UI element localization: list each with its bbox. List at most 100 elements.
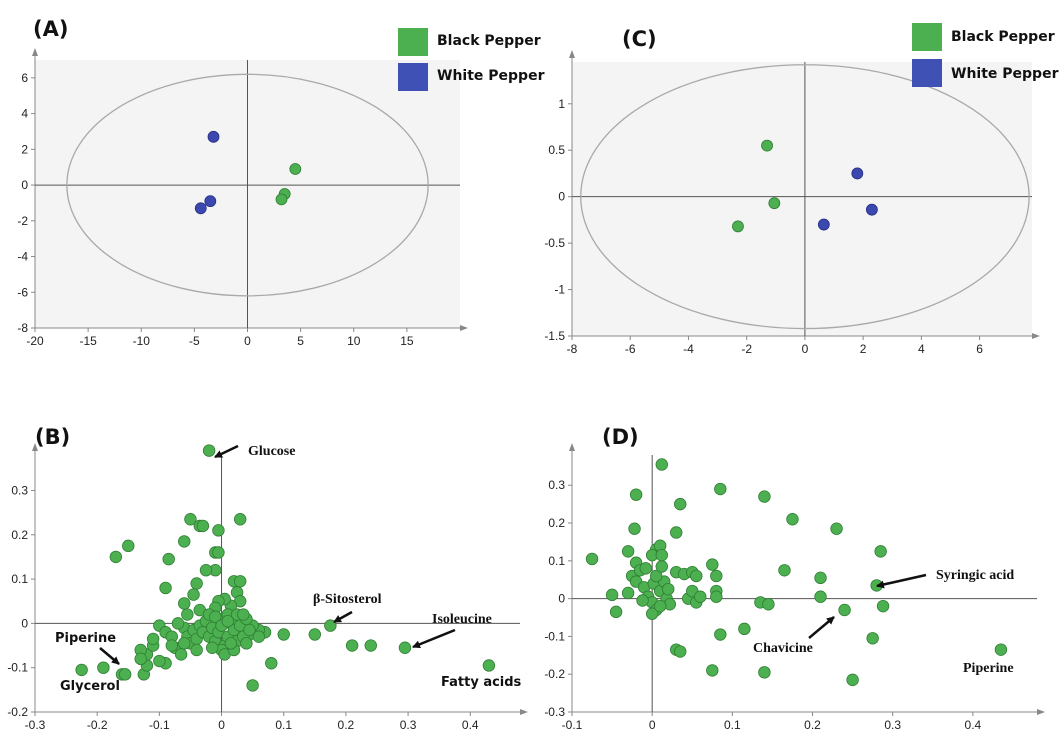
- loading-point: [621, 586, 635, 600]
- x-tick-label: -6: [625, 342, 636, 356]
- loading-point: [738, 622, 751, 636]
- annotation-isoleucine: Isoleucine: [432, 612, 492, 627]
- annotations-d: Syringic acid Chavicine Piperine: [753, 568, 1014, 676]
- loading-point: [758, 490, 771, 503]
- loading-point: [178, 637, 191, 650]
- legend-a: Black Pepper White Pepper: [398, 28, 545, 91]
- loading-point: [212, 546, 225, 559]
- loading-point: [224, 637, 238, 650]
- annotations-b: Glucose Piperine Glycerol β-Sitosterol I…: [55, 444, 522, 694]
- x-tick-label: -2: [741, 342, 752, 356]
- panel-label-a: (A): [33, 17, 68, 41]
- y-tick-label: -0.3: [544, 705, 565, 719]
- loading-point: [199, 564, 213, 577]
- y-tick-label: 0.2: [11, 528, 28, 542]
- arrow-piperine: [99, 647, 120, 665]
- axes-c: -8 -6 -4 -2 0 2 4 6 -1.5 -1 -0.5 0 0.5 1: [544, 50, 1040, 356]
- x-tick-label: -0.1: [562, 718, 583, 732]
- loading-point: [277, 628, 290, 641]
- loading-point: [694, 590, 707, 603]
- y-tick-label: -0.1: [7, 661, 28, 675]
- loading-point: [482, 659, 496, 672]
- score-plot-c: (C) -8 -6 -4 -2 0 2 4 6 -1.5 -1 -0.5 0 0.5 1: [544, 27, 1040, 356]
- x-axis-arrow-a: [460, 325, 468, 331]
- y-tick-label: 1: [558, 97, 565, 111]
- black-pepper-point: [732, 220, 744, 233]
- legend-c: Black Pepper White Pepper: [912, 23, 1059, 87]
- loading-point: [762, 598, 775, 611]
- loading-point: [246, 679, 259, 692]
- annotation-piperine: Piperine: [55, 631, 116, 646]
- loading-point: [252, 630, 266, 643]
- loading-point: [714, 628, 727, 641]
- loading-point: [636, 594, 649, 607]
- loading-point: [134, 652, 147, 666]
- loading-point: [674, 645, 687, 658]
- annotation-glycerol: Glycerol: [60, 679, 120, 694]
- loading-point: [265, 657, 278, 670]
- loading-point: [308, 628, 322, 641]
- loading-point: [178, 597, 191, 610]
- loading-point: [206, 641, 219, 654]
- loading-point: [645, 607, 659, 620]
- loading-point: [178, 535, 191, 548]
- loading-point: [714, 482, 727, 496]
- loading-point: [187, 588, 200, 601]
- white-pepper-point: [194, 202, 207, 215]
- loading-plot-b: (B) -0.3 -0.2 -0.1 0 0.1 0.2 0.3 0.4-0.2-0.100.…: [7, 425, 528, 732]
- annotation-fatty-acids: Fatty acids: [441, 675, 522, 690]
- loading-point: [814, 571, 827, 585]
- loading-point: [758, 666, 771, 679]
- y-tick-label: 0.3: [11, 483, 28, 497]
- y-tick-label: -6: [17, 285, 28, 299]
- x-tick-label: -0.1: [149, 718, 170, 732]
- points-c: [732, 139, 878, 233]
- loading-point: [184, 513, 197, 526]
- loading-point: [655, 548, 668, 562]
- loading-point: [786, 513, 799, 526]
- annotation-syringic-acid: Syringic acid: [936, 568, 1014, 583]
- y-tick-label: -4: [17, 250, 28, 264]
- annotation-glucose: Glucose: [248, 444, 295, 459]
- loading-point: [240, 637, 253, 650]
- y-tick-label: -2: [17, 214, 28, 228]
- legend-a-swatch-black-pepper: [398, 28, 428, 56]
- loading-point: [670, 526, 683, 539]
- y-tick-label: 0.1: [548, 554, 565, 568]
- loading-point: [655, 458, 668, 471]
- loading-point: [171, 617, 185, 630]
- black-pepper-point: [275, 193, 288, 206]
- black-pepper-point: [761, 139, 773, 152]
- white-pepper-point: [204, 195, 217, 208]
- loading-point: [585, 552, 599, 566]
- loading-point: [609, 605, 623, 619]
- x-tick-label: 6: [976, 342, 983, 356]
- loading-point: [838, 603, 851, 617]
- loading-point: [190, 577, 203, 590]
- y-tick-label: 0.3: [548, 478, 565, 492]
- plot-area-b: [35, 455, 520, 712]
- loading-point: [398, 641, 412, 654]
- y-tick-label: 0: [21, 178, 28, 192]
- loading-point: [846, 673, 859, 687]
- x-tick-label: -8: [567, 342, 578, 356]
- x-axis-arrow-c: [1032, 333, 1040, 339]
- loading-point: [196, 519, 210, 533]
- loading-point: [649, 569, 663, 583]
- arrow-syringic-acid: [876, 573, 927, 589]
- y-tick-label: 0: [21, 616, 28, 630]
- x-tick-label: 0.3: [884, 718, 901, 732]
- y-tick-label: 6: [21, 71, 28, 85]
- loading-point: [243, 623, 256, 637]
- loading-point: [345, 639, 359, 652]
- arrow-beta-sitosterol: [333, 610, 353, 624]
- panel-label-b: (B): [35, 425, 70, 449]
- loading-point: [364, 639, 377, 652]
- points-a: [194, 130, 302, 215]
- x-tick-label: -5: [189, 334, 200, 348]
- loading-point: [233, 575, 247, 588]
- y-tick-label: 0: [558, 592, 565, 606]
- loading-point: [629, 488, 643, 501]
- loading-point: [122, 539, 135, 553]
